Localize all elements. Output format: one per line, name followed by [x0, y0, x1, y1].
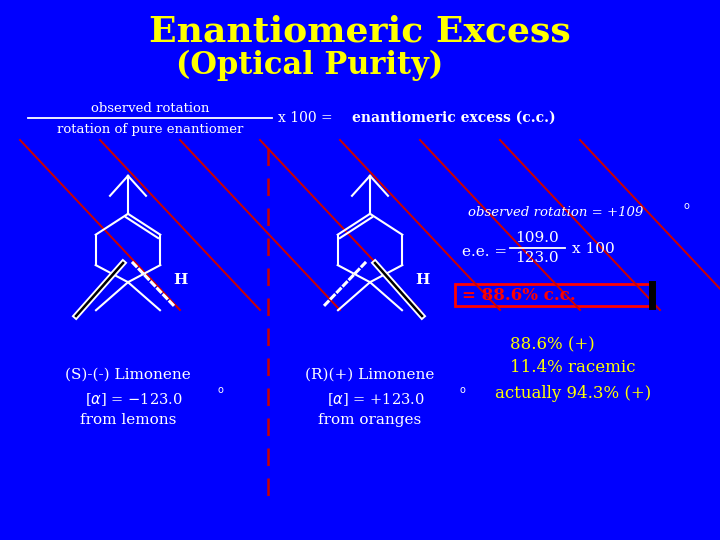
Text: (R)(+) Limonene: (R)(+) Limonene	[305, 368, 435, 382]
Text: 88.6% (+): 88.6% (+)	[510, 336, 595, 354]
Text: actually 94.3% (+): actually 94.3% (+)	[495, 384, 652, 402]
Text: = 88.6% c.c.: = 88.6% c.c.	[462, 287, 576, 305]
Text: o: o	[460, 385, 466, 395]
Text: x 100 =: x 100 =	[278, 111, 337, 125]
Text: 123.0: 123.0	[516, 251, 559, 265]
Bar	[455, 284, 650, 306]
Text: [$\alpha$] = $-$123.0: [$\alpha$] = $-$123.0	[85, 392, 183, 408]
Text: from lemons: from lemons	[80, 413, 176, 427]
Text: o: o	[218, 385, 224, 395]
Text: 109.0: 109.0	[515, 231, 559, 245]
Text: x 100: x 100	[572, 242, 615, 256]
Text: from oranges: from oranges	[318, 413, 422, 427]
Text: Enantiomeric Excess: Enantiomeric Excess	[149, 15, 571, 49]
Text: o: o	[683, 201, 689, 211]
Text: H: H	[415, 273, 429, 287]
Text: 11.4% racemic: 11.4% racemic	[510, 360, 636, 376]
Text: (Optical Purity): (Optical Purity)	[176, 49, 444, 80]
Text: [$\alpha$] = +123.0: [$\alpha$] = +123.0	[327, 392, 425, 408]
Text: rotation of pure enantiomer: rotation of pure enantiomer	[57, 123, 243, 136]
Text: observed rotation: observed rotation	[91, 102, 210, 114]
Text: H: H	[173, 273, 187, 287]
Text: enantiomeric excess (c.c.): enantiomeric excess (c.c.)	[352, 111, 556, 125]
Text: e.e. =: e.e. =	[462, 245, 507, 259]
Text: observed rotation = +109: observed rotation = +109	[468, 206, 643, 219]
Text: (S)-(-) Limonene: (S)-(-) Limonene	[65, 368, 191, 382]
